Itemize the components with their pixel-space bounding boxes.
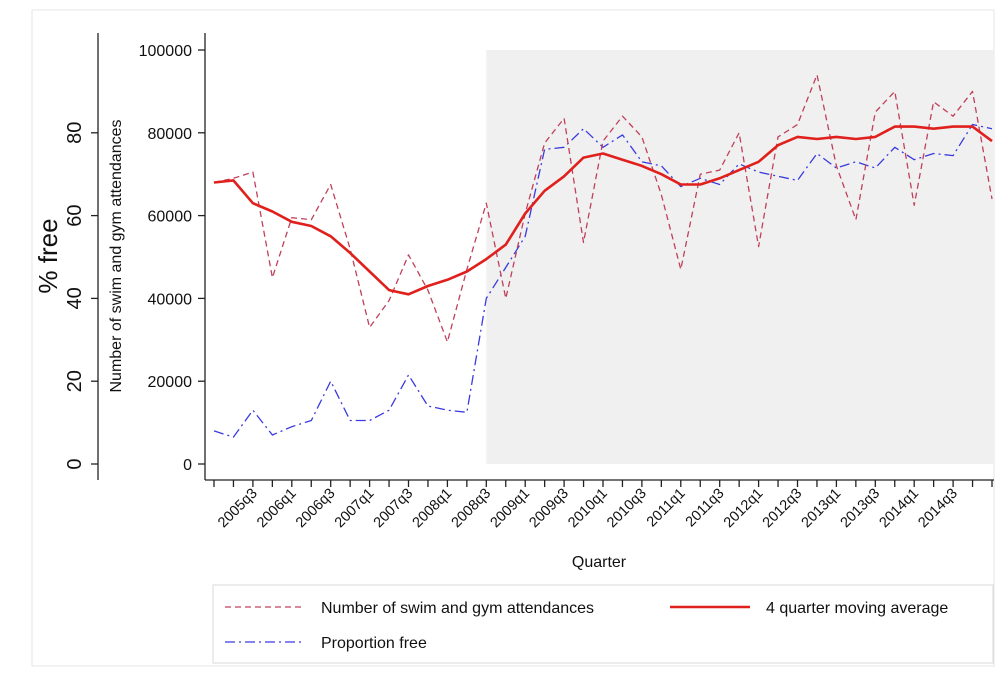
attendance-tick-label: 20000 <box>148 374 193 391</box>
series-layer <box>213 74 993 438</box>
legend-label-attendances: Number of swim and gym attendances <box>321 600 594 617</box>
x-axis-label: Quarter <box>572 554 627 571</box>
attendance-tick-label: 100000 <box>139 43 192 60</box>
series-attendances <box>213 74 993 343</box>
attendance-axis-label: Number of swim and gym attendances <box>108 119 125 392</box>
legend-box <box>212 584 994 664</box>
attendance-tick-label: 40000 <box>148 291 193 308</box>
attendance-tick-label: 60000 <box>148 209 193 226</box>
attendance-tick-label: 0 <box>183 457 192 474</box>
percent-tick-label: 40 <box>64 287 86 309</box>
legend-label-proportion-free: Proportion free <box>321 635 427 652</box>
percent-tick-label: 80 <box>64 122 86 144</box>
attendance-tick-label: 80000 <box>148 126 193 143</box>
percent-axis-ticks: 0 20 40 60 80 <box>64 122 98 470</box>
percent-tick-label: 0 <box>64 458 86 469</box>
legend-item-attendances: Number of swim and gym attendances <box>225 600 594 617</box>
series-proportion-free <box>213 123 993 438</box>
legend-label-moving-average: 4 quarter moving average <box>766 600 948 617</box>
percent-tick-label: 60 <box>64 204 86 226</box>
legend-item-proportion-free: Proportion free <box>225 635 427 652</box>
percent-tick-label: 20 <box>64 370 86 392</box>
shaded-period <box>486 50 994 464</box>
legend-item-moving-average: 4 quarter moving average <box>670 600 948 617</box>
series-moving-average <box>213 125 993 296</box>
percent-axis-label: % free <box>33 218 63 293</box>
attendance-axis-ticks: 0 20000 40000 60000 80000 100000 <box>139 43 205 474</box>
